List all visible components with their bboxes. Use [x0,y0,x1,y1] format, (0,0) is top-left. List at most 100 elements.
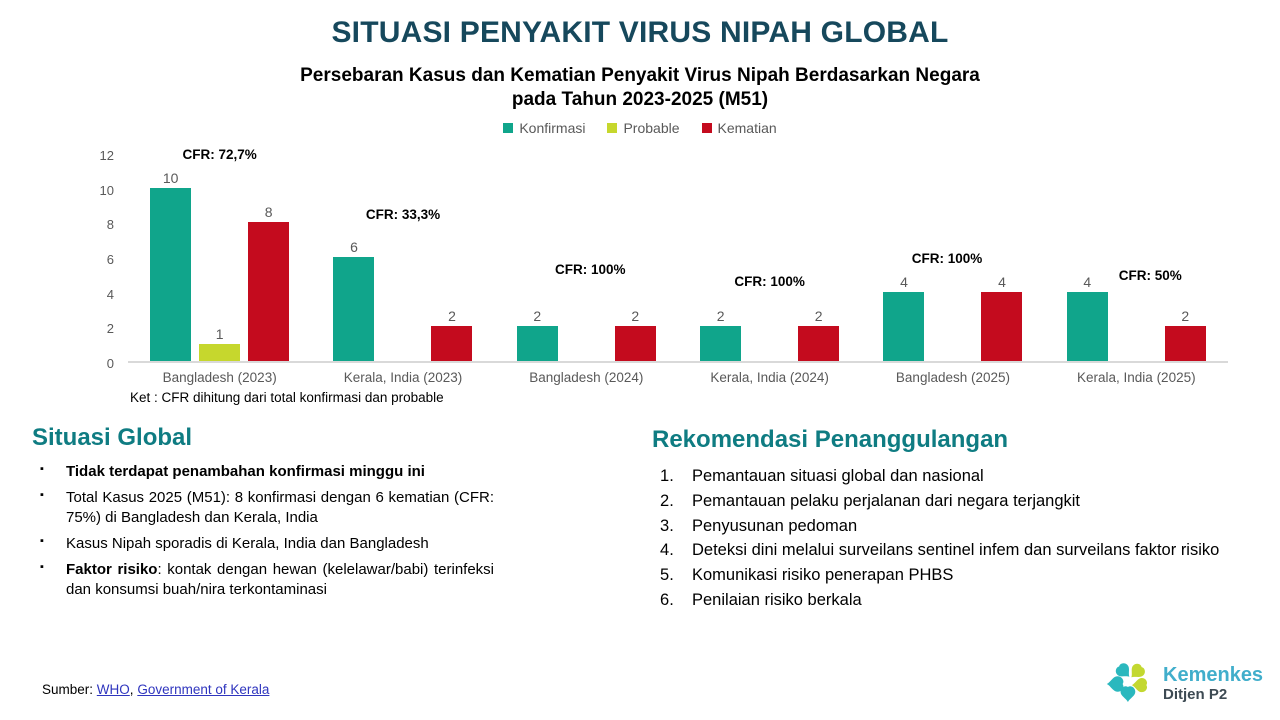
y-tick-label: 2 [106,321,114,337]
bar-value-label: 8 [264,204,273,221]
cfr-annotation: CFR: 100% [555,262,626,277]
bar-probable [199,343,241,361]
y-tick-label: 6 [106,252,114,267]
list-item: Total Kasus 2025 (M51): 8 konfirmasi den… [32,488,494,529]
kerala-gov-link[interactable]: Government of Kerala [137,682,270,697]
bar-value-label: 4 [1083,273,1092,290]
bar-slot: 4 [981,155,1023,361]
list-item: Kasus Nipah sporadis di Kerala, India da… [32,534,494,555]
bullet-text: : kontak dengan hewan (kelelawar/babi) t… [66,560,494,599]
chart-legend: Konfirmasi Probable Kematian [0,120,1280,136]
category-label: Bangladesh (2025) [895,370,1011,385]
source-label: Sumber: [42,682,94,697]
kemenkes-logo: Kemenkes Ditjen P2 [1103,658,1263,710]
bar-slot: 4 [1066,155,1108,361]
bar-konfirmasi [150,187,192,361]
bar-konfirmasi [700,326,742,361]
bar-slot [749,155,790,361]
bar-value-label: 2 [1181,308,1190,325]
bar-kematian [798,326,840,361]
legend-label: Konfirmasi [519,120,586,136]
bar-slot [382,155,423,361]
bar-kematian [614,326,656,361]
list-item: Tidak terdapat penambahan konfirmasi min… [32,462,494,483]
bar-slot: 2 [614,155,656,361]
situasi-global-heading: Situasi Global [32,424,193,451]
legend-label: Probable [623,120,680,136]
bar-value-label: 4 [900,273,908,290]
bar-value-label: 10 [162,169,179,186]
bar-slot: 2 [1164,155,1206,361]
legend-item-konfirmasi: Konfirmasi [503,120,585,136]
rekomendasi-list: Pemantauan situasi global dan nasional P… [652,464,1230,613]
category-label: Bangladesh (2023) [162,370,277,385]
bar-slot: 4 [883,155,925,361]
bar-value-label: 2 [448,308,456,325]
legend-item-probable: Probable [607,120,680,136]
list-item: Komunikasi risiko penerapan PHBS [660,563,954,588]
bar-value-label: 2 [631,308,640,325]
category-label: Kerala, India (2024) [710,370,829,385]
bar-slot: 6 [333,155,375,361]
category-label: Kerala, India (2023) [343,370,463,385]
bar-slot [566,155,607,361]
situasi-global-section: Situasi Global Tidak terdapat penambahan… [32,424,494,606]
list-item: Penilaian risiko berkala [660,588,862,613]
bar-konfirmasi [883,291,925,361]
kemenkes-clover-icon [1106,661,1148,703]
bar-slot: 2 [431,155,473,361]
situasi-global-list: Tidak terdapat penambahan konfirmasi min… [32,462,494,601]
list-item: Deteksi dini melalui surveilans sentinel… [660,538,1220,563]
bar-value-label: 2 [533,308,542,325]
chart-subtitle-line1: Persebaran Kasus dan Kematian Penyakit V… [300,65,980,86]
cfr-annotation: CFR: 50% [1118,268,1182,283]
bullet-text: Kasus Nipah sporadis di Kerala, India da… [66,535,429,553]
y-tick-label: 8 [106,217,114,233]
cfr-annotation: CFR: 100% [911,251,983,266]
bar-group-1: 10 1 8 CFR: 72,7% Bangladesh (2023) [128,147,311,385]
chart-subtitle-line2: pada Tahun 2023-2025 (M51) [511,89,769,110]
bar-konfirmasi [333,257,375,361]
bullet-text: Total Kasus 2025 (M51): 8 konfirmasi den… [66,488,494,527]
y-tick-label: 12 [99,148,114,163]
legend-swatch-konfirmasi [503,123,514,133]
bar-group-3: 2 2 CFR: 100% Bangladesh (2024) [495,155,678,385]
bullet-bold-text: Faktor risiko [66,560,158,578]
bar-kematian [248,222,290,361]
bar-konfirmasi [516,326,558,361]
bar-slot: 2 [798,155,840,361]
legend-item-kematian: Kematian [701,120,777,136]
y-tick-label: 10 [99,182,114,198]
bar-group-4: 2 2 CFR: 100% Kerala, India (2024) [678,155,861,385]
bar-kematian [981,291,1023,361]
bar-kematian [431,326,473,361]
legend-label: Kematian [717,120,777,136]
page-title: SITUASI PENYAKIT VIRUS NIPAH GLOBAL [331,16,949,49]
bar-value-label: 2 [716,308,725,325]
category-label: Kerala, India (2025) [1077,370,1196,385]
legend-swatch-probable [607,123,618,133]
source-line: Sumber: WHO, Government of Kerala [42,682,269,697]
logo-unit-name: Ditjen P2 [1163,686,1228,703]
bar-slot: 2 [700,155,742,361]
bar-value-label: 6 [350,239,358,255]
who-link[interactable]: WHO [96,682,130,697]
rekomendasi-section: Rekomendasi Penanggulangan Pemantauan si… [652,426,1230,613]
bar-group-2: 6 2 CFR: 33,3% Kerala, India (2023) [311,155,494,385]
list-item: Faktor risiko: kontak dengan hewan (kele… [32,560,494,601]
source-separator: , [129,682,138,697]
y-tick-label: 4 [106,286,114,302]
logo-text: Kemenkes Ditjen P2 [1163,664,1263,704]
legend-swatch-kematian [701,123,712,133]
y-tick-label: 0 [106,356,114,371]
bar-slot: 10 [150,155,192,361]
bar-slot [1116,155,1157,361]
bar-slot: 1 [199,155,241,361]
bar-konfirmasi [1066,291,1108,361]
chart-note: Ket : CFR dihitung dari total konfirmasi… [130,390,444,405]
bar-value-label: 2 [814,308,823,325]
cfr-annotation: CFR: 33,3% [365,207,441,222]
logo-brand-name: Kemenkes [1163,664,1264,686]
bar-value-label: 1 [215,325,224,342]
category-label: Bangladesh (2024) [529,370,644,385]
